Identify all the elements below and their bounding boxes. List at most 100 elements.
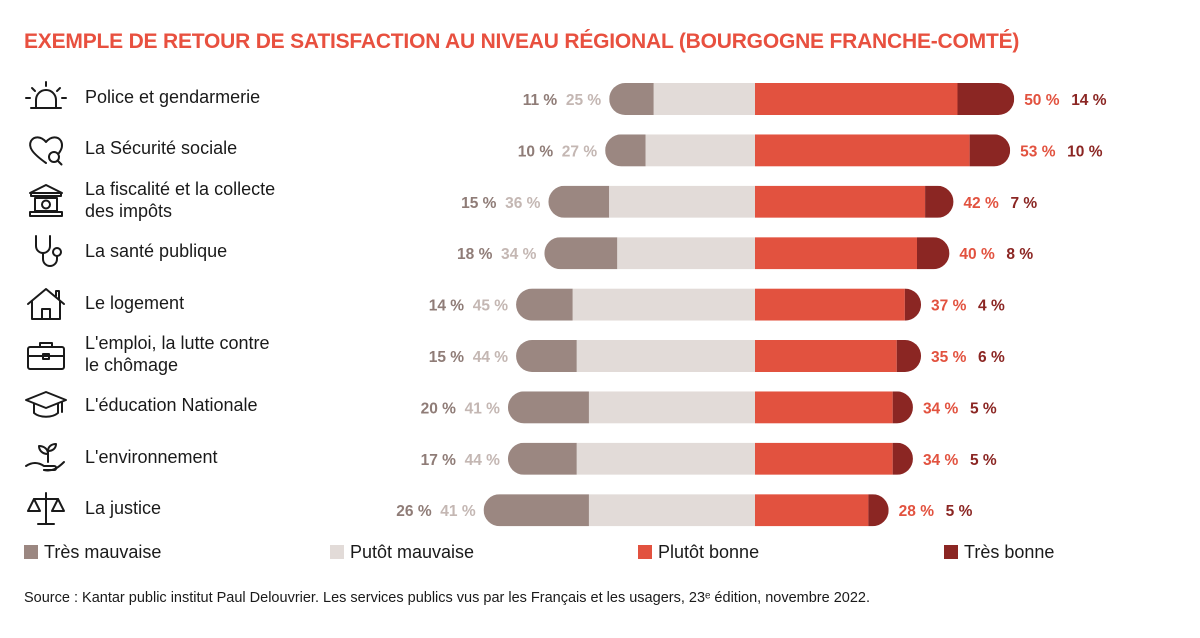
value-label: 41 % bbox=[440, 503, 476, 520]
category-label: La santé publique bbox=[85, 240, 345, 262]
siren-icon bbox=[22, 78, 70, 118]
category-label: L'éducation Nationale bbox=[85, 394, 345, 416]
value-label: 28 % bbox=[899, 503, 935, 520]
value-label: 50 % bbox=[1024, 92, 1060, 109]
value-label: 5 % bbox=[970, 452, 997, 469]
bar-row bbox=[507, 442, 913, 475]
value-label: 4 % bbox=[978, 298, 1005, 315]
graduation-cap-icon bbox=[22, 386, 70, 426]
value-label: 18 % bbox=[457, 246, 493, 263]
bar-segment-tres-mauvaise bbox=[609, 83, 654, 115]
legend-item-tres-mauvaise: Très mauvaise bbox=[24, 541, 161, 563]
category-label: L'emploi, la lutte contre le chômage bbox=[85, 332, 345, 376]
legend-swatch bbox=[638, 545, 652, 559]
bar-segment-tres-bonne bbox=[917, 237, 950, 270]
bar-segment-tres-bonne bbox=[868, 494, 889, 527]
value-label: 14 % bbox=[429, 298, 465, 315]
bank-icon bbox=[22, 181, 70, 221]
bar-segment-plutot-mauvaise bbox=[609, 185, 755, 218]
bar-segment-tres-bonne bbox=[969, 134, 1011, 167]
value-label: 15 % bbox=[429, 349, 465, 366]
value-label: 5 % bbox=[946, 503, 973, 520]
category-label-line: La santé publique bbox=[85, 241, 228, 262]
bar-segment-plutot-bonne bbox=[755, 442, 893, 475]
category-label-line: La justice bbox=[85, 498, 162, 519]
bar-segment-plutot-bonne bbox=[755, 288, 905, 321]
value-label: 10 % bbox=[518, 143, 554, 160]
legend-item-plutot-mauvaise: Putôt mauvaise bbox=[330, 541, 474, 563]
category-label: La justice bbox=[85, 497, 345, 519]
bar-segment-plutot-bonne bbox=[755, 494, 869, 527]
value-label: 34 % bbox=[923, 452, 959, 469]
bar-row bbox=[544, 237, 950, 270]
value-label: 40 % bbox=[959, 246, 995, 263]
value-label: 5 % bbox=[970, 400, 997, 417]
bar-row bbox=[483, 494, 889, 527]
bar-segment-tres-mauvaise bbox=[507, 391, 589, 424]
category-label-line: L'environnement bbox=[85, 446, 218, 467]
legend-item-tres-bonne: Très bonne bbox=[944, 541, 1054, 563]
category-label-line: L'emploi, la lutte contre bbox=[85, 333, 270, 353]
value-label: 8 % bbox=[1006, 246, 1033, 263]
stethoscope-icon bbox=[22, 232, 70, 272]
legend-label: Plutôt bonne bbox=[658, 541, 760, 562]
legend-label: Très mauvaise bbox=[44, 541, 162, 562]
scales-icon bbox=[22, 489, 70, 529]
category-label-line: La fiscalité et la collecte bbox=[85, 178, 276, 199]
source-note: Source : Kantar public institut Paul Del… bbox=[24, 590, 871, 606]
bar-row bbox=[507, 391, 913, 424]
bar-row bbox=[516, 340, 922, 372]
bar-segment-tres-bonne bbox=[892, 391, 913, 424]
value-label: 11 % bbox=[523, 92, 558, 109]
briefcase-icon bbox=[22, 335, 70, 375]
value-label: 37 % bbox=[931, 298, 967, 315]
category-label-line: Le logement bbox=[85, 292, 185, 313]
bar-segment-plutot-bonne bbox=[755, 340, 897, 372]
bar-segment-plutot-mauvaise bbox=[588, 391, 755, 424]
value-label: 6 % bbox=[978, 349, 1005, 366]
bar-segment-tres-bonne bbox=[892, 442, 913, 475]
category-label: L'environnement bbox=[85, 446, 345, 468]
bar-segment-plutot-bonne bbox=[755, 83, 958, 115]
bar-segment-tres-mauvaise bbox=[483, 494, 589, 527]
bar-segment-plutot-bonne bbox=[755, 134, 970, 167]
bar-row bbox=[548, 185, 954, 218]
value-label: 44 % bbox=[473, 349, 509, 366]
bar-segment-tres-mauvaise bbox=[548, 185, 610, 218]
bar-row bbox=[605, 134, 1011, 167]
bar-segment-tres-bonne bbox=[904, 288, 922, 321]
bar-segment-plutot-mauvaise bbox=[653, 83, 755, 115]
legend-swatch bbox=[24, 545, 38, 559]
bar-segment-plutot-bonne bbox=[755, 237, 917, 270]
legend-label: Putôt mauvaise bbox=[350, 541, 475, 562]
category-label-line: La Sécurité sociale bbox=[85, 138, 238, 159]
bar-segment-tres-mauvaise bbox=[544, 237, 618, 270]
bar-segment-plutot-bonne bbox=[755, 185, 926, 218]
value-label: 10 % bbox=[1067, 143, 1103, 160]
category-label: Le logement bbox=[85, 292, 345, 314]
value-label: 36 % bbox=[505, 195, 541, 212]
category-label-line: le chômage bbox=[85, 355, 179, 375]
value-label: 20 % bbox=[421, 400, 457, 417]
value-label: 7 % bbox=[1010, 195, 1037, 212]
bar-segment-tres-mauvaise bbox=[516, 288, 573, 321]
bar-segment-tres-mauvaise bbox=[605, 134, 646, 167]
legend-swatch bbox=[944, 545, 958, 559]
bar-row bbox=[516, 288, 922, 321]
bar-segment-plutot-bonne bbox=[755, 391, 893, 424]
heart-search-icon bbox=[22, 129, 70, 169]
bar-segment-tres-mauvaise bbox=[507, 442, 577, 475]
bar-segment-tres-bonne bbox=[925, 185, 954, 218]
value-label: 41 % bbox=[465, 400, 501, 417]
category-label: La Sécurité sociale bbox=[85, 137, 345, 159]
legend-item-plutot-bonne: Plutôt bonne bbox=[638, 541, 759, 563]
value-label: 42 % bbox=[963, 195, 999, 212]
plant-hand-icon bbox=[22, 438, 70, 478]
diverging-bar-chart: 11 % 25 % 50 % 14 % 10 % 27 % 53 % 10 % 15 % 36 %… bbox=[396, 83, 1107, 527]
legend-label: Très bonne bbox=[964, 541, 1055, 562]
bar-segment-tres-mauvaise bbox=[516, 340, 577, 372]
bar-segment-plutot-mauvaise bbox=[645, 134, 755, 167]
bar-segment-tres-bonne bbox=[957, 83, 1015, 115]
legend-swatch bbox=[330, 545, 344, 559]
house-icon bbox=[22, 284, 70, 324]
